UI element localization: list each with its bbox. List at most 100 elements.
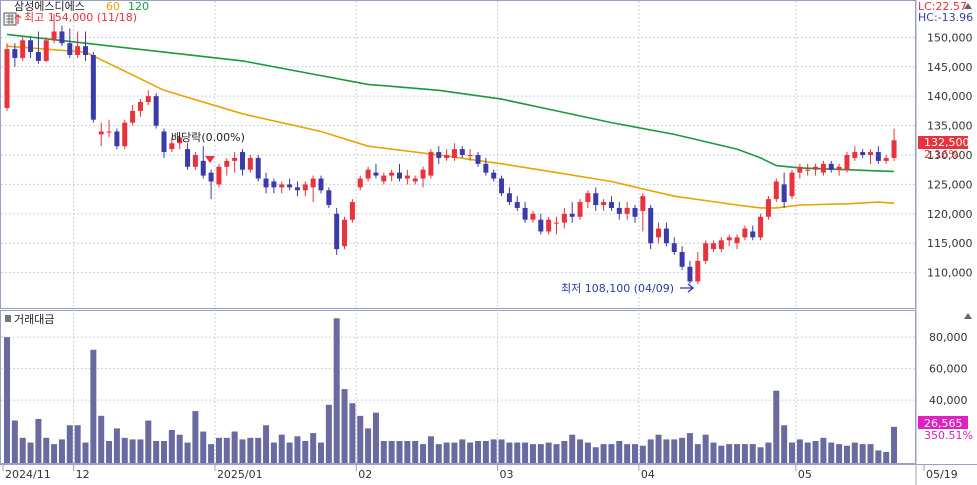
- volume-bar: [310, 433, 317, 463]
- candle-body: [240, 152, 245, 170]
- volume-bar: [529, 444, 536, 463]
- event-arrow-icon: [205, 156, 215, 163]
- candle: [671, 237, 677, 255]
- candle-body: [648, 207, 654, 244]
- candle: [640, 193, 646, 232]
- volume-bar: [796, 439, 803, 463]
- candle-body: [663, 228, 669, 244]
- price-axis: 110,000 115,000 120,000 125,000 130,000 135,0…: [927, 31, 973, 279]
- last-price: 132,500: [924, 136, 970, 149]
- volume-bar: [35, 418, 42, 463]
- candle-body: [279, 184, 285, 188]
- date-tick-label: 03: [500, 468, 514, 481]
- ma60-legend: 60: [106, 0, 120, 13]
- candle-body: [137, 102, 143, 111]
- candle-body: [75, 46, 81, 55]
- candle-body: [397, 172, 402, 179]
- candle: [326, 187, 332, 208]
- candle-body: [192, 155, 198, 167]
- volume-bar: [90, 349, 97, 463]
- candle: [302, 181, 308, 197]
- candle-body: [483, 163, 489, 173]
- candle-body: [742, 228, 748, 238]
- candle-body: [232, 157, 238, 161]
- volume-bar: [82, 442, 89, 463]
- candle: [381, 172, 387, 185]
- volume-bar: [577, 439, 584, 463]
- candle-body: [844, 155, 850, 170]
- volume-bar: [200, 431, 207, 463]
- candle: [20, 37, 26, 61]
- candle-body: [601, 202, 607, 205]
- volume-tick-label: 80,000: [929, 331, 968, 344]
- candle: [750, 225, 756, 241]
- volume-bar: [592, 447, 599, 463]
- candle: [624, 202, 630, 220]
- volume-change: 350.51%: [924, 429, 973, 442]
- candle: [161, 128, 167, 158]
- volume-bar: [145, 420, 152, 463]
- candle-body: [538, 219, 544, 232]
- date-tick-label: 12: [76, 468, 90, 481]
- candle-body: [820, 163, 826, 173]
- volume-bar: [161, 440, 167, 463]
- candle-body: [28, 40, 34, 53]
- candle-body: [208, 172, 214, 182]
- candle: [711, 240, 716, 253]
- candle-body: [632, 207, 638, 217]
- candle: [137, 99, 143, 117]
- volume-bar: [741, 444, 748, 463]
- candle-body: [428, 152, 434, 176]
- candle-body: [750, 231, 756, 238]
- volume-last-badge: [918, 416, 968, 429]
- panel-resize-icon[interactable]: [964, 3, 972, 9]
- candle-body: [318, 178, 324, 191]
- candle-body: [381, 175, 387, 182]
- candle-body: [616, 207, 622, 214]
- volume-bar: [490, 439, 497, 463]
- candle-body: [499, 178, 505, 194]
- candle: [59, 25, 65, 47]
- candle: [224, 157, 230, 176]
- volume-bar: [734, 444, 741, 463]
- volume-bar: [388, 440, 395, 463]
- volume-bar: [883, 451, 890, 463]
- volume-bar: [129, 439, 136, 463]
- candle-body: [569, 213, 575, 217]
- volume-bar: [891, 426, 898, 463]
- candle-body: [789, 172, 795, 197]
- event-label: 배당락(0.00%): [171, 131, 245, 144]
- candle-body: [522, 207, 528, 220]
- candle-body: [404, 175, 410, 179]
- volume-bar: [655, 434, 662, 463]
- candle-body: [695, 260, 701, 282]
- candle: [232, 152, 238, 173]
- volume-bar: [836, 444, 843, 463]
- volume-bar: [4, 337, 10, 463]
- volume-bar: [341, 389, 348, 463]
- volume-bar: [51, 444, 58, 463]
- volume-resize-icon[interactable]: [964, 313, 972, 319]
- candle: [67, 28, 73, 58]
- candle-body: [467, 155, 473, 156]
- volume-bar: [263, 425, 270, 463]
- candle-body: [860, 152, 866, 155]
- candle-body: [263, 178, 269, 188]
- volume-bar: [318, 442, 324, 463]
- candle: [805, 163, 811, 176]
- volume-bar: [192, 411, 199, 463]
- candle: [389, 169, 395, 182]
- candle-body: [836, 166, 842, 170]
- candle: [648, 205, 654, 250]
- volume-bar: [443, 442, 450, 463]
- volume-bar: [294, 436, 301, 463]
- volume-bar: [459, 439, 466, 463]
- candle-body: [805, 169, 811, 171]
- volume-panel-title: 거래대금: [14, 313, 54, 326]
- volume-bar: [113, 428, 120, 463]
- volume-bar: [616, 440, 623, 463]
- last-change: 2.16%: [924, 148, 959, 161]
- candle-body: [4, 49, 10, 108]
- candle: [216, 163, 222, 188]
- settings-icon-grid: [6, 14, 14, 24]
